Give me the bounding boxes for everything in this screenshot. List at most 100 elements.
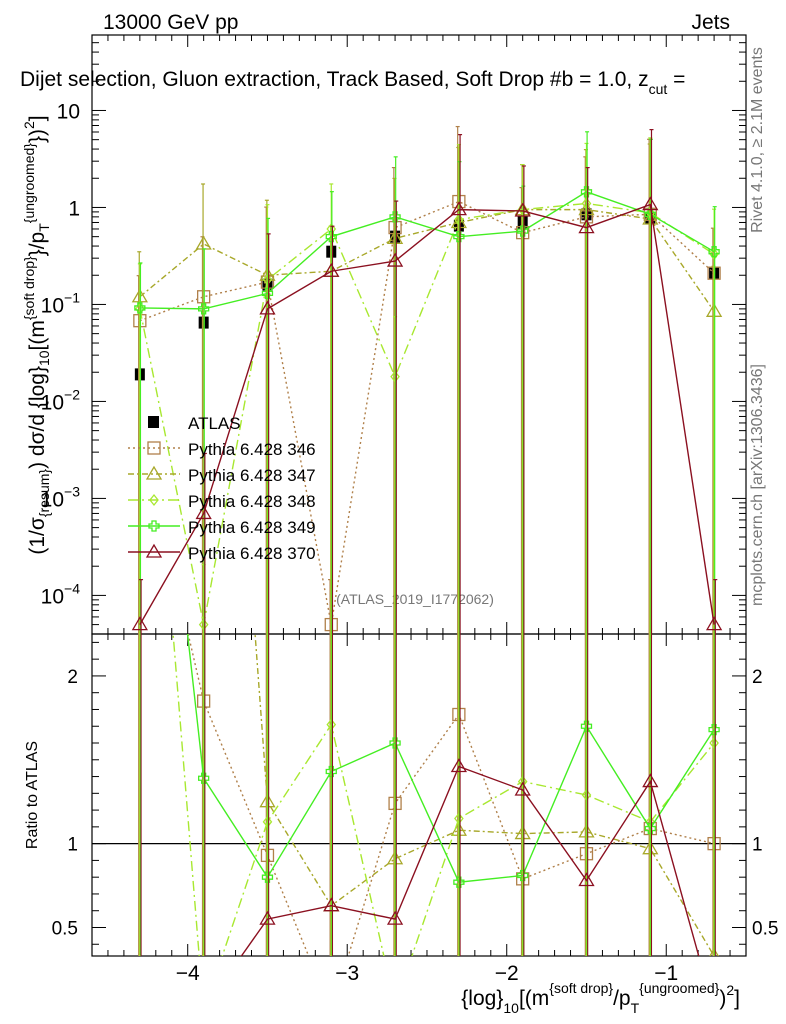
ratio-point-p349: [135, 201, 145, 211]
y-tick-label: 10−1: [41, 289, 81, 317]
y-tick-label: 10−3: [41, 483, 81, 511]
point-p348: [709, 248, 719, 261]
ratio-point-p349: [580, 720, 593, 732]
legend-label-p348: Pythia 6.428 348: [188, 492, 316, 511]
y-tick-label: 10−4: [41, 580, 81, 608]
legend-marker-atlas: [148, 416, 159, 428]
point-p349: [453, 231, 465, 243]
header-jets: Jets: [691, 11, 730, 34]
legend-label-p349: Pythia 6.428 349: [188, 518, 316, 537]
ratio-point-p349: [198, 772, 210, 784]
ratio-point-p349: [325, 765, 337, 778]
legend-marker-p370: [145, 543, 163, 558]
ratio-point-p346: [325, 1005, 337, 1017]
x-tick-label: −1: [654, 962, 678, 985]
legend-label-p346: Pythia 6.428 346: [188, 440, 316, 459]
mcplots-label: mcplots.cern.ch [arXiv:1306.3436]: [749, 364, 766, 606]
ratio-line-p347: [254, 634, 715, 956]
legend-marker-p348: [149, 493, 159, 507]
watermark-label: (ATLAS_2019_I1772062): [336, 591, 494, 607]
point-p370: [578, 219, 595, 234]
point-p370: [131, 616, 148, 631]
point-p349: [198, 303, 210, 315]
ratio-point-p347: [709, 947, 719, 956]
point-p370: [642, 196, 659, 211]
ratio-line-p348: [172, 634, 715, 956]
ratio-point-p370: [450, 758, 468, 773]
point-p348: [581, 197, 592, 210]
point-p370: [514, 202, 531, 217]
series-line-p349: [139, 191, 715, 310]
main-series-group: [131, 125, 723, 634]
point-p349: [517, 225, 529, 237]
legend: ATLAS Pythia 6.428 346 Pythia 6.428 347 Pyt…: [128, 414, 316, 563]
ratio-point-p349: [644, 822, 656, 835]
point-p370: [195, 505, 212, 520]
ratio-point-p349: [517, 869, 529, 882]
series-line-p370: [139, 203, 715, 625]
ratio-plot-frame: [91, 633, 747, 957]
point-p347: [195, 235, 212, 250]
legend-marker-p347: [145, 465, 163, 480]
point-p349: [325, 231, 337, 243]
ratio-point-p348: [517, 775, 528, 788]
ratio-line-p346: [187, 634, 715, 956]
x-axis-label: {log}10[(m{soft drop}/pT{ungroomed})2]: [461, 980, 740, 1016]
point-p370: [259, 300, 276, 315]
ratio-point-p370: [578, 872, 595, 887]
ratio-point-p348: [709, 736, 719, 750]
y-tick-label: 10−2: [41, 386, 81, 414]
ratio-point-p370: [642, 773, 659, 788]
ratio-y-tick-label-right: 1: [752, 835, 763, 856]
ratio-point-p348: [581, 788, 592, 802]
ratio-point-p348: [136, 218, 144, 228]
point-p370: [450, 201, 468, 216]
series-line-p347: [139, 208, 715, 312]
point-p349: [580, 186, 593, 198]
y-axis-label: (1/σ{resum}) dσ/d {log}10[(m{soft drop}}…: [21, 115, 52, 554]
ratio-y-axis-label: Ratio to ATLAS: [24, 741, 41, 849]
ratio-y-tick-label: 2: [67, 667, 78, 688]
point-p349: [261, 287, 274, 300]
ratio-y-tick-label-right: 2: [752, 667, 763, 688]
ratio-point-p370: [259, 910, 276, 925]
series-line-p348: [139, 202, 715, 625]
ratio-y-tick-label-right: 0.5: [752, 918, 778, 939]
ratio-point-p370: [514, 781, 531, 796]
point-p370: [323, 262, 340, 277]
ratio-point-p349: [261, 871, 274, 883]
ratio-point-p349: [453, 876, 465, 888]
point-p370: [705, 616, 723, 631]
y-tick-label: 1: [68, 197, 80, 220]
ratio-point-p349: [708, 723, 720, 736]
legend-label-data: ATLAS: [188, 414, 241, 433]
ratio-point-p349: [389, 737, 401, 749]
ratio-point-p370: [133, 1004, 147, 1016]
point-p370: [386, 252, 404, 267]
ratio-point-p348: [454, 812, 464, 825]
y-tick-label: 10: [57, 100, 80, 123]
ratio-line-p370: [240, 765, 700, 956]
point-p349: [708, 246, 720, 258]
ratio-point-p370: [197, 1002, 211, 1014]
ratio-point-p348: [326, 718, 337, 731]
plot-title: Dijet selection, Gluon extraction, Track…: [20, 68, 685, 97]
ratio-y-tick-label: 0.5: [52, 918, 78, 939]
point-p349: [389, 211, 401, 223]
legend-label-p370: Pythia 6.428 370: [188, 544, 316, 563]
point-p349: [134, 302, 146, 314]
x-tick-label: −2: [495, 962, 519, 985]
x-tick-label: −4: [176, 962, 200, 985]
plot-title-tail: =: [667, 68, 685, 91]
point-p348: [645, 206, 656, 219]
ratio-point-p370: [386, 910, 404, 925]
ratio-y-tick-label: 1: [67, 835, 78, 856]
legend-label-p347: Pythia 6.428 347: [188, 466, 316, 485]
legend-marker-p346: [147, 441, 161, 455]
ratio-line-p349: [186, 634, 715, 883]
header-energy: 13000 GeV pp: [103, 11, 238, 34]
ratio-series-group: [133, 201, 721, 1017]
ratio-point-p348: [391, 1000, 399, 1010]
ratio-point-p348: [262, 815, 273, 828]
